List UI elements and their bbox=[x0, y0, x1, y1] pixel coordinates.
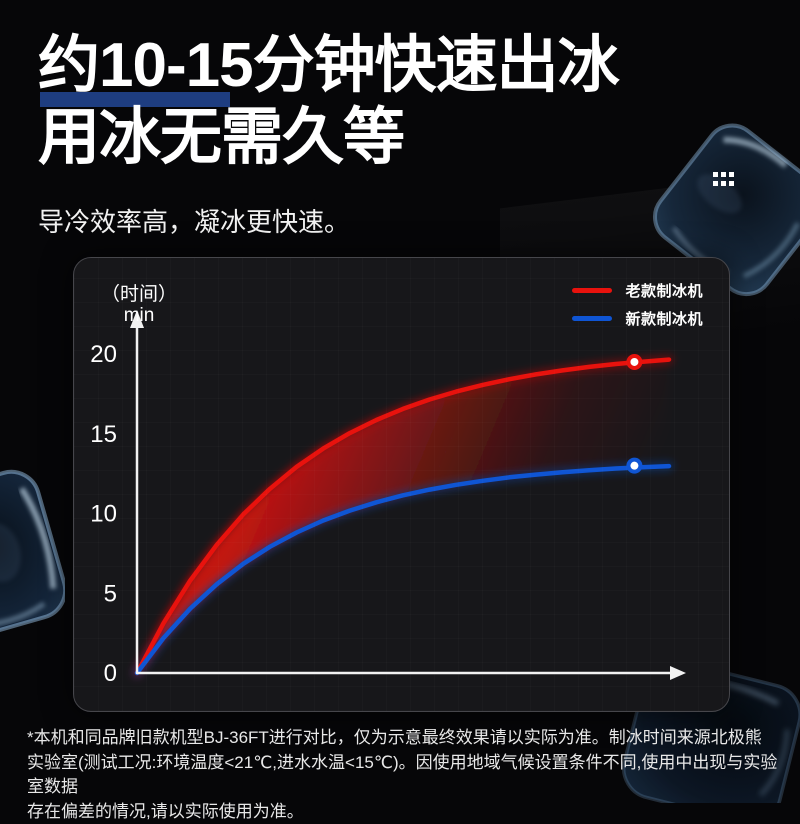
footnote-line2: 实验室(测试工况:环境温度<21℃,进水水温<15℃)。因使用地域气候设置条件不… bbox=[27, 751, 787, 800]
y-axis-unit-line2: min bbox=[94, 305, 184, 326]
svg-text:0: 0 bbox=[104, 660, 117, 687]
svg-text:15: 15 bbox=[90, 421, 117, 448]
y-axis-unit-label: （时间） min bbox=[94, 284, 184, 326]
page-title-line1: 约10-15分钟快速出冰 bbox=[38, 30, 758, 102]
legend-swatch bbox=[572, 288, 612, 293]
svg-text:5: 5 bbox=[104, 580, 117, 607]
chart-legend: 老款制冰机新款制冰机 bbox=[572, 280, 703, 329]
legend-item: 新款制冰机 bbox=[572, 308, 703, 329]
ice-cube-image-left bbox=[0, 455, 65, 665]
footnote: *本机和同品牌旧款机型BJ-36FT进行对比，仅为示意最终效果请以实际为准。制冰… bbox=[27, 726, 787, 824]
header: 约10-15分钟快速出冰 用冰无需久等 bbox=[38, 30, 758, 174]
dots-grid-icon bbox=[713, 172, 735, 186]
footnote-line1: *本机和同品牌旧款机型BJ-36FT进行对比，仅为示意最终效果请以实际为准。制冰… bbox=[27, 726, 787, 751]
legend-swatch bbox=[572, 316, 612, 321]
chart-panel: 0 5 10 15 20 （时间） min 老款制冰机新款制冰机 bbox=[73, 257, 730, 712]
page-subtitle: 导冷效率高，凝冰更快速。 bbox=[38, 202, 350, 239]
footnote-line3: 存在偏差的情况,请以实际使用为准。 bbox=[27, 800, 787, 824]
y-axis-unit-line1: （时间） bbox=[94, 284, 184, 305]
svg-text:10: 10 bbox=[90, 501, 117, 528]
svg-text:20: 20 bbox=[90, 341, 117, 368]
page-title-line2: 用冰无需久等 bbox=[38, 102, 758, 174]
promo-page: { "colors": { "page_bg": "#060608", "pan… bbox=[0, 0, 800, 800]
legend-label: 新款制冰机 bbox=[625, 308, 703, 329]
legend-item: 老款制冰机 bbox=[572, 280, 703, 301]
legend-label: 老款制冰机 bbox=[625, 280, 703, 301]
